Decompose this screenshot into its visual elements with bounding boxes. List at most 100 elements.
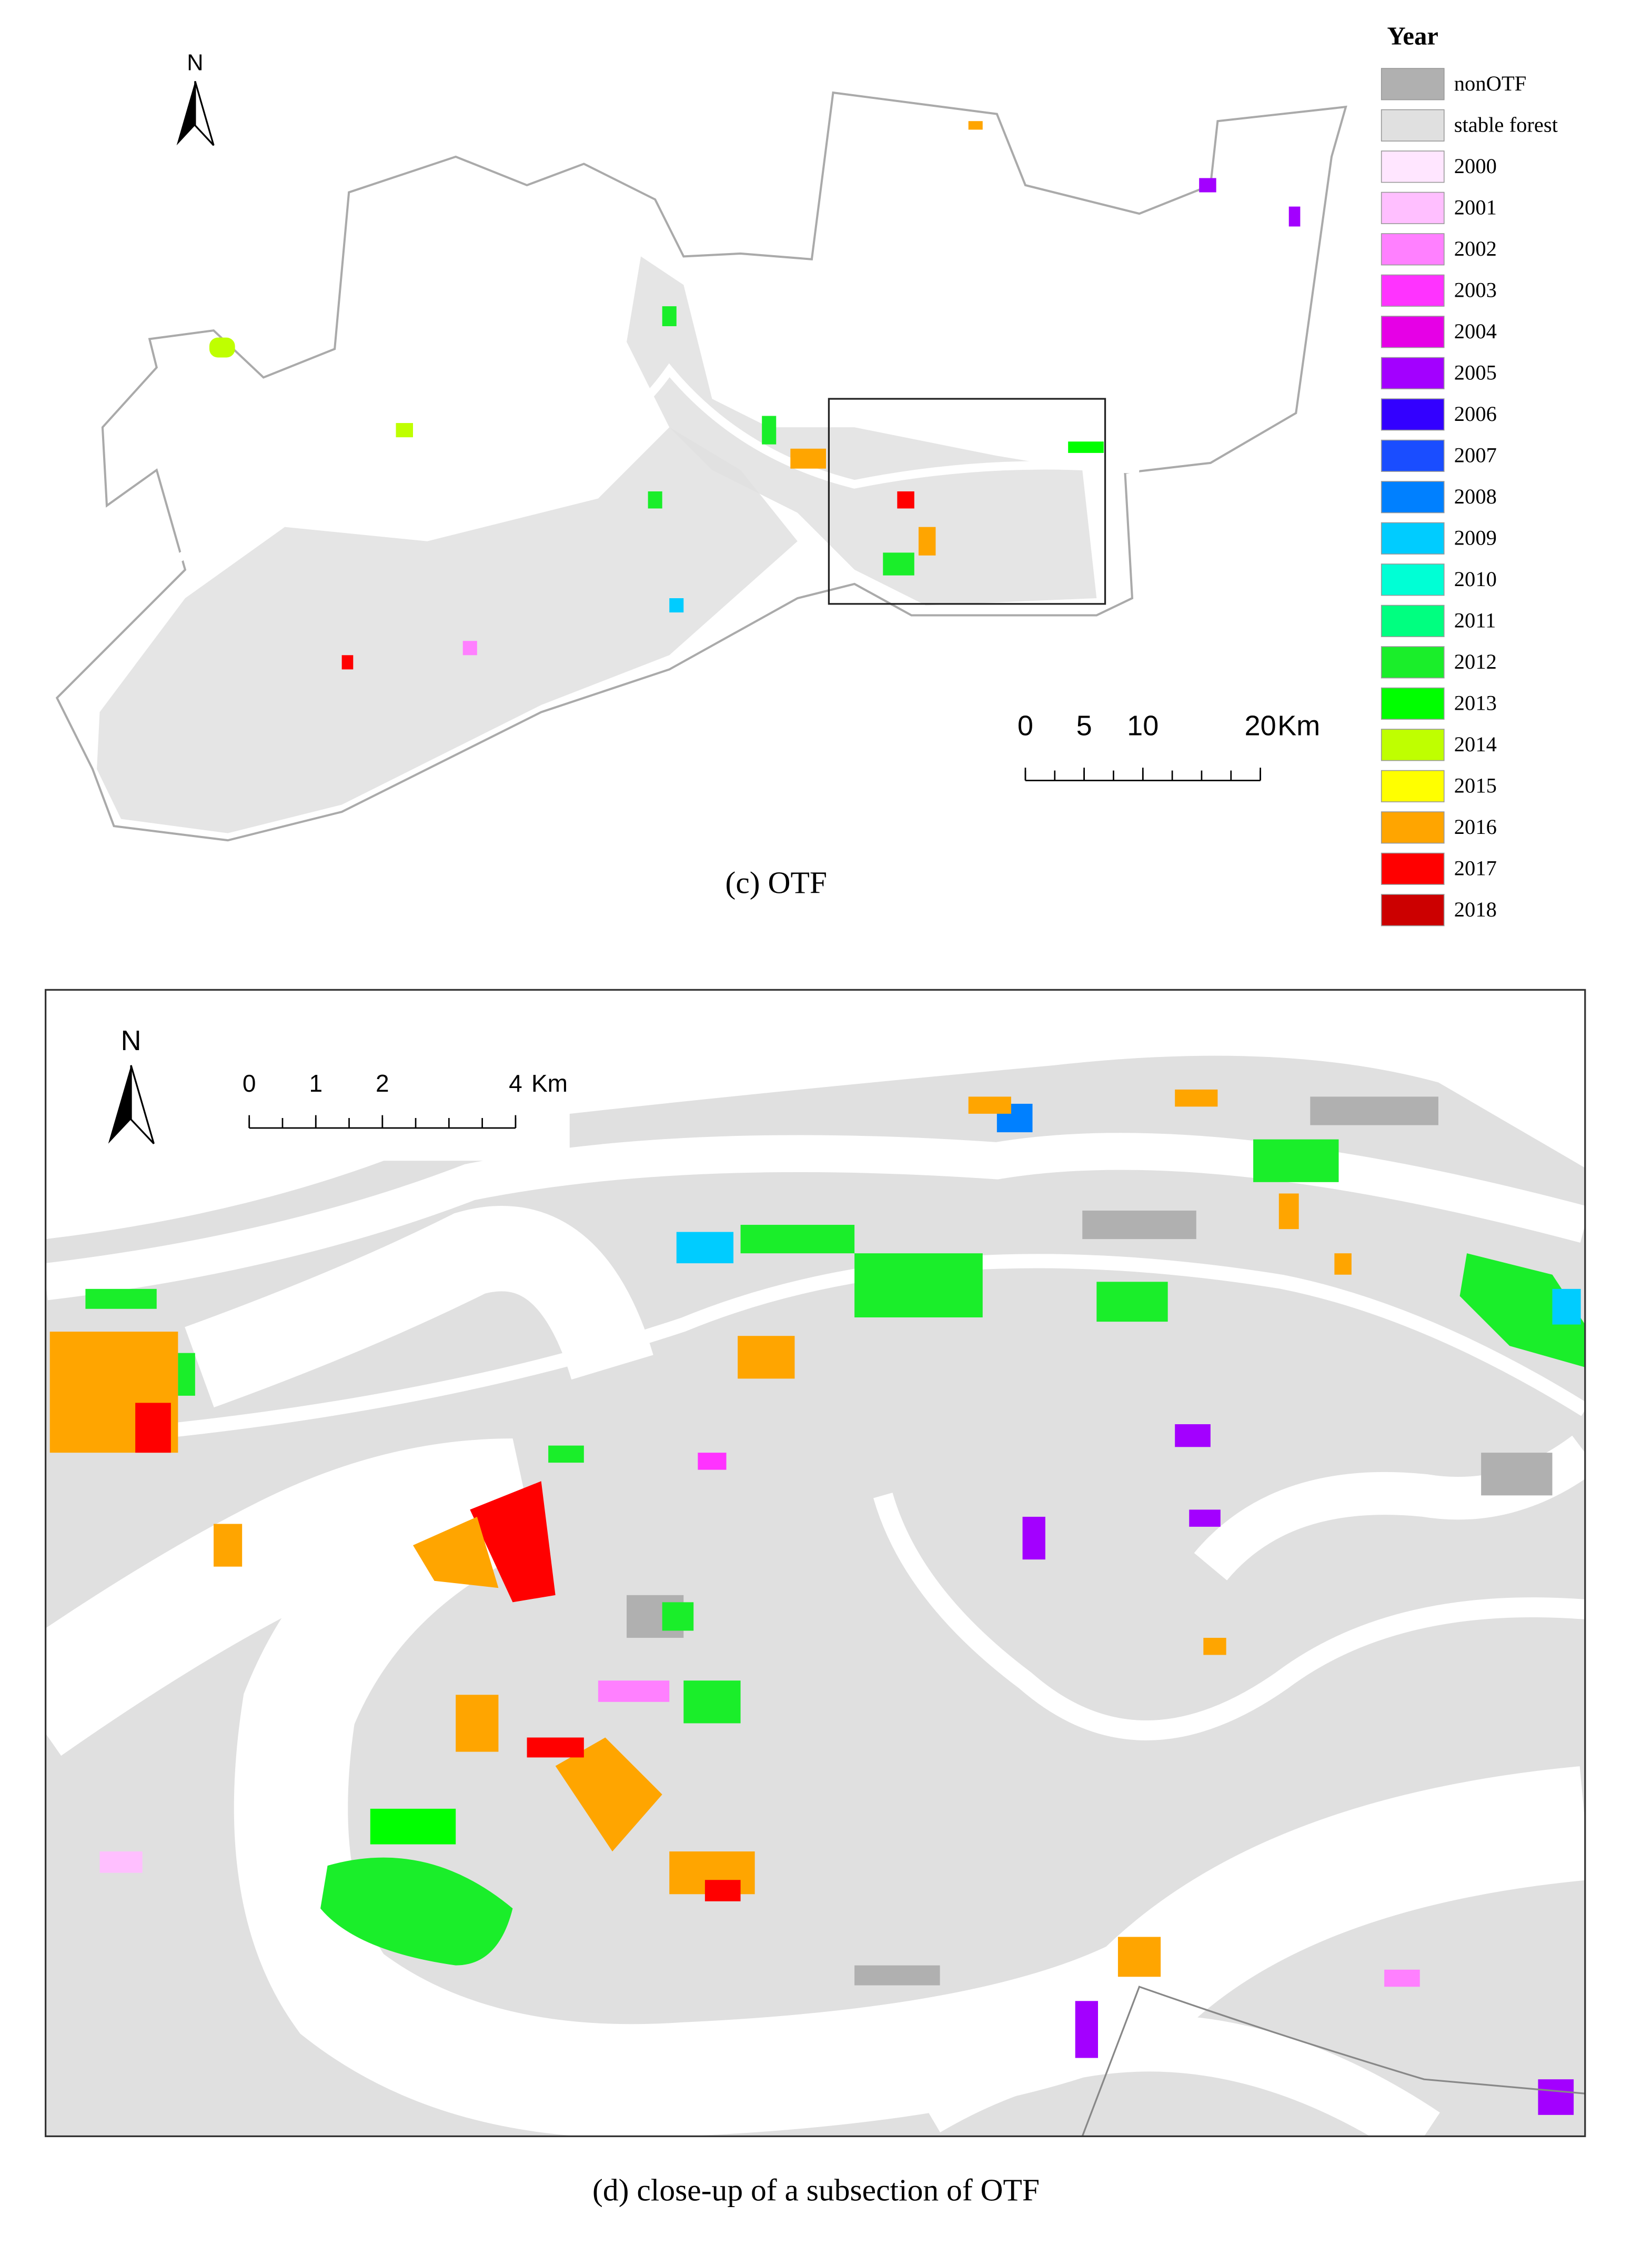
patch [341, 655, 354, 670]
legend-swatch [1381, 398, 1445, 431]
river [97, 363, 1140, 616]
scale-label: 0 [243, 1070, 256, 1097]
legend-label: 2017 [1454, 856, 1497, 880]
legend-swatch [1381, 894, 1445, 926]
boundary-line [1081, 1986, 1585, 2137]
patch [555, 1737, 662, 1852]
legend: Year nonOTF stable forest 2000 2001 2002 2003… [1381, 22, 1558, 926]
legend-swatch [1381, 687, 1445, 720]
legend-label: 2014 [1454, 732, 1497, 756]
patch [1075, 2001, 1099, 2058]
patch [1189, 1509, 1221, 1527]
patch [1117, 1937, 1161, 1977]
legend-label: 2001 [1454, 195, 1497, 219]
legend-label: 2010 [1454, 567, 1497, 591]
frame [44, 989, 1586, 2138]
legend-label: 2002 [1454, 237, 1497, 260]
legend-swatch [1381, 439, 1445, 472]
scale-bar: 0 5 10 20 Km [1018, 710, 1320, 781]
legend-label: 2005 [1454, 360, 1497, 384]
north-label: N [187, 50, 203, 75]
patch [918, 527, 936, 556]
north-arrow: N [176, 50, 215, 146]
legend-swatch [1381, 192, 1445, 224]
legend-swatch [1381, 357, 1445, 389]
legend-label: 2003 [1454, 278, 1497, 301]
scale-unit: Km [1277, 710, 1320, 742]
legend-label: nonOTF [1454, 72, 1527, 95]
forest-area [97, 427, 798, 833]
caption: (c) OTF [726, 865, 827, 900]
legend-label: 2018 [1454, 898, 1497, 921]
scale-unit: Km [531, 1070, 568, 1097]
patch [740, 1225, 855, 1254]
patch [1384, 1969, 1420, 1987]
patch [1278, 1193, 1299, 1230]
patch [548, 1445, 584, 1463]
patch [1334, 1253, 1352, 1275]
legend-label: 2013 [1454, 691, 1497, 714]
river [911, 2015, 1440, 2137]
patch [99, 1851, 143, 1873]
inset-box [828, 398, 1106, 605]
patch [1203, 1638, 1226, 1655]
scale-label: 5 [1076, 710, 1092, 742]
scale-label: 2 [376, 1070, 389, 1097]
scale-label: 10 [1127, 710, 1159, 742]
legend-label: 2012 [1454, 650, 1497, 673]
legend-label: 2016 [1454, 815, 1497, 839]
legend-label: 2015 [1454, 773, 1497, 797]
river [873, 1493, 1585, 1740]
patch [214, 1524, 243, 1567]
legend-label: 2000 [1454, 154, 1497, 178]
legend-swatch [1381, 109, 1445, 142]
legend-swatch [1381, 770, 1445, 802]
patch [1538, 2079, 1574, 2115]
patch [676, 1232, 734, 1264]
map-d [45, 1055, 1585, 2137]
legend-title: Year [1387, 22, 1438, 50]
patch [648, 491, 662, 509]
patch [1481, 1453, 1553, 1496]
patch [527, 1737, 584, 1758]
patch [209, 337, 235, 358]
legend-swatch [1381, 316, 1445, 348]
scale-label: 4 [509, 1070, 522, 1097]
river [45, 1438, 1585, 2137]
patch [897, 491, 914, 509]
map-c [55, 91, 1347, 842]
patch [135, 1403, 171, 1453]
patch [738, 1336, 795, 1379]
patch [662, 1602, 694, 1631]
legend-swatch [1381, 646, 1445, 679]
patch [178, 1353, 195, 1396]
legend-swatch [1381, 811, 1445, 844]
patch [1288, 206, 1301, 227]
legend-label: 2004 [1454, 319, 1497, 343]
patch [762, 416, 777, 445]
patch [968, 1096, 1011, 1114]
patch [370, 1808, 456, 1845]
caption: (d) close-up of a subsection of OTF [592, 2172, 1040, 2207]
legend-label: 2008 [1454, 485, 1497, 508]
legend-label: 2011 [1454, 608, 1496, 632]
legend-label: 2009 [1454, 526, 1497, 549]
patch [598, 1680, 670, 1702]
patch [854, 1965, 940, 1986]
patch [320, 1857, 513, 1966]
patch [790, 448, 826, 469]
patch [1199, 178, 1216, 193]
patch [1022, 1516, 1045, 1560]
patch [1175, 1424, 1211, 1447]
patch [1310, 1096, 1438, 1125]
river [185, 1206, 653, 1408]
patch [1552, 1288, 1581, 1325]
legend-swatch [1381, 274, 1445, 307]
scale-label: 0 [1018, 710, 1033, 742]
scale-label: 20 [1244, 710, 1276, 742]
patch [968, 121, 983, 130]
legend-swatch [1381, 481, 1445, 513]
patch [413, 1516, 499, 1588]
